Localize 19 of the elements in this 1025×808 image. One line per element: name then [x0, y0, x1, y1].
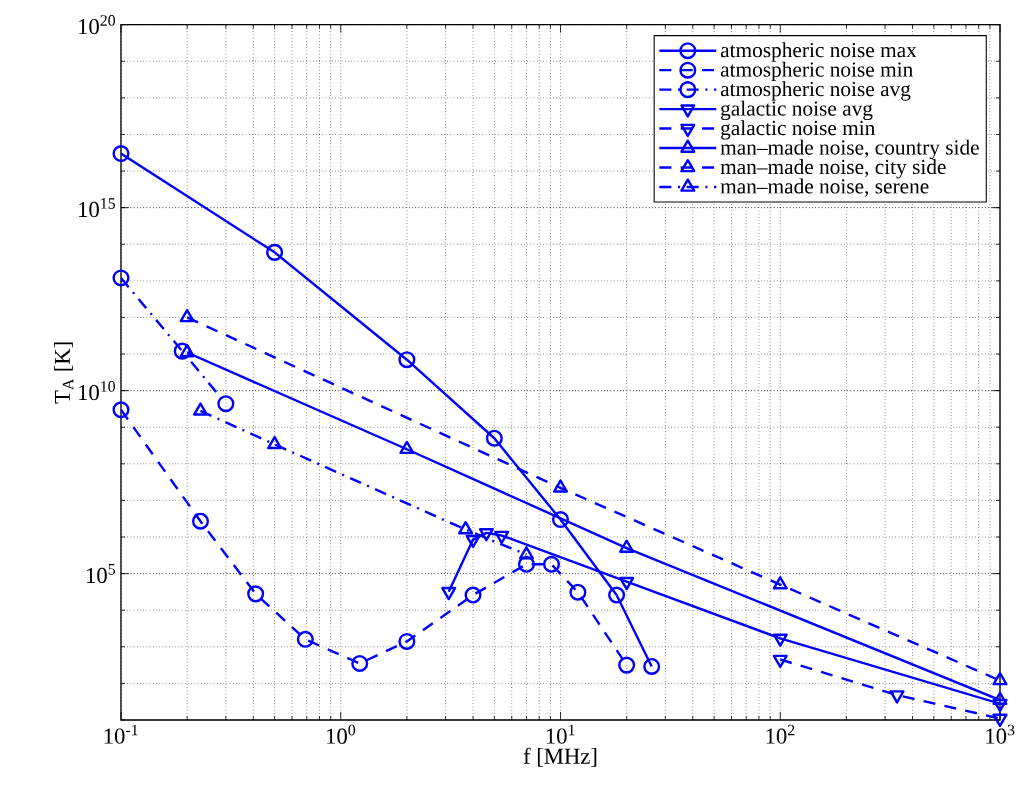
legend-label: atmospheric noise avg — [720, 81, 911, 101]
x-tick-label: 10$^{3}$ — [986, 724, 1015, 744]
x-tick-label: 10$^{2}$ — [766, 724, 795, 744]
x-tick-label: 10$^{1}$ — [546, 724, 575, 744]
y-tick-label: 10$^{10}$ — [79, 381, 116, 401]
y-tick-label: 10$^{20}$ — [79, 15, 116, 35]
legend-label: atmospheric noise max — [720, 42, 917, 62]
legend-label: man–made noise, city side — [720, 159, 946, 179]
y-axis-title: T$_{A}$ [K] — [54, 342, 74, 404]
y-tick-label: 10$^{15}$ — [79, 198, 116, 218]
legend-label: man–made noise, serene — [720, 178, 929, 197]
legend-label: atmospheric noise min — [720, 61, 913, 82]
y-tick-label: 10$^{5}$ — [87, 564, 116, 584]
legend-label: galactic noise avg — [721, 100, 873, 121]
legend-label: man–made noise, country side — [720, 139, 979, 160]
x-axis-title: f [MHz] — [523, 747, 597, 767]
legend-label: galactic noise min — [721, 120, 876, 140]
x-tick-label: 10$^{-1}$ — [104, 724, 138, 744]
x-tick-label: 10$^{0}$ — [327, 724, 356, 744]
